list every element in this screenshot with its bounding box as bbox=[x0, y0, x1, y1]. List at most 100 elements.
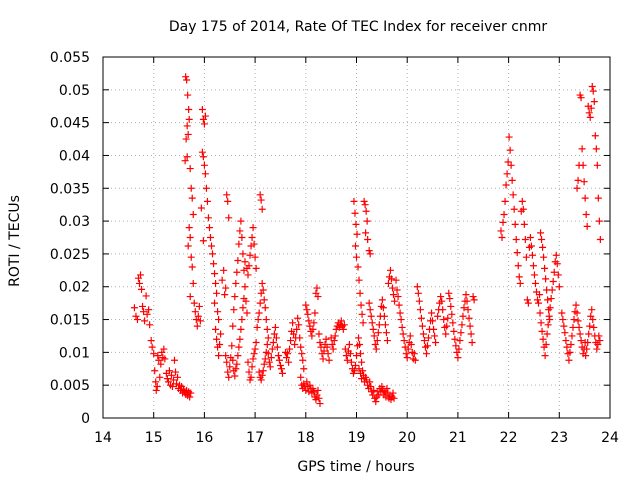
data-point bbox=[313, 284, 321, 292]
data-point bbox=[213, 289, 221, 297]
data-point bbox=[572, 301, 580, 309]
data-point bbox=[507, 161, 515, 169]
data-point bbox=[263, 325, 271, 333]
data-point bbox=[585, 109, 593, 117]
data-point bbox=[542, 340, 550, 348]
data-point bbox=[145, 306, 153, 314]
data-point bbox=[189, 211, 197, 219]
data-point bbox=[368, 319, 376, 327]
x-tick-label: 14 bbox=[94, 430, 112, 446]
data-point bbox=[414, 289, 422, 297]
data-point bbox=[212, 279, 220, 287]
data-point bbox=[527, 242, 535, 250]
data-point bbox=[308, 332, 316, 340]
data-point bbox=[512, 235, 520, 243]
data-point bbox=[184, 242, 192, 250]
data-point bbox=[246, 251, 254, 259]
data-point bbox=[518, 197, 526, 205]
data-point bbox=[447, 302, 455, 310]
data-point bbox=[466, 322, 474, 330]
data-point bbox=[202, 184, 210, 192]
data-point bbox=[590, 323, 598, 331]
data-point bbox=[398, 323, 406, 331]
data-point bbox=[188, 263, 196, 271]
data-point bbox=[379, 304, 387, 312]
x-tick-label: 23 bbox=[550, 430, 568, 446]
data-point bbox=[508, 176, 516, 184]
data-point bbox=[229, 356, 237, 364]
data-point bbox=[255, 368, 263, 376]
data-point bbox=[583, 345, 591, 353]
data-point bbox=[251, 253, 259, 261]
data-point bbox=[225, 214, 233, 222]
data-point bbox=[550, 268, 558, 276]
data-point bbox=[499, 218, 507, 226]
data-point bbox=[542, 275, 550, 283]
data-point bbox=[353, 352, 360, 360]
x-tick-label: 21 bbox=[449, 430, 467, 446]
x-tick-label: 18 bbox=[297, 430, 315, 446]
data-point bbox=[300, 365, 308, 373]
data-point bbox=[249, 224, 257, 232]
data-point bbox=[239, 304, 247, 312]
data-point bbox=[257, 376, 265, 384]
data-point bbox=[586, 322, 594, 330]
data-point bbox=[220, 266, 228, 274]
data-point bbox=[200, 120, 208, 128]
data-point bbox=[256, 299, 264, 307]
data-point bbox=[444, 314, 452, 322]
data-point bbox=[239, 250, 247, 258]
data-point bbox=[303, 306, 311, 314]
x-tick-label: 17 bbox=[246, 430, 264, 446]
data-point bbox=[400, 337, 408, 345]
data-point bbox=[383, 337, 391, 345]
data-point bbox=[351, 361, 359, 369]
data-point bbox=[558, 309, 566, 317]
x-tick-label: 24 bbox=[601, 430, 619, 446]
data-point bbox=[259, 367, 267, 375]
data-point bbox=[583, 222, 591, 230]
data-point bbox=[343, 356, 351, 364]
data-point bbox=[410, 350, 418, 358]
data-point bbox=[357, 350, 365, 358]
data-point bbox=[510, 205, 518, 213]
data-point bbox=[223, 191, 231, 199]
data-point bbox=[143, 310, 151, 318]
data-point bbox=[576, 330, 584, 338]
data-point bbox=[287, 337, 295, 345]
data-point bbox=[371, 340, 379, 348]
data-point bbox=[206, 234, 214, 241]
data-point bbox=[254, 316, 262, 324]
data-point bbox=[187, 253, 195, 261]
data-point bbox=[249, 355, 257, 363]
data-point bbox=[403, 354, 411, 362]
data-point bbox=[358, 358, 366, 366]
data-point bbox=[186, 293, 194, 301]
data-point bbox=[578, 145, 586, 153]
data-point bbox=[199, 237, 207, 245]
data-point bbox=[315, 394, 323, 402]
x-tick-label: 15 bbox=[145, 430, 163, 446]
data-point bbox=[223, 358, 231, 366]
data-point bbox=[213, 335, 221, 343]
axis-ticks bbox=[102, 56, 611, 419]
data-point bbox=[262, 316, 270, 324]
data-point bbox=[224, 368, 232, 376]
data-point bbox=[351, 209, 359, 217]
data-point bbox=[172, 368, 180, 376]
data-point bbox=[195, 302, 203, 310]
data-point bbox=[362, 207, 370, 215]
data-point bbox=[501, 197, 509, 205]
data-point bbox=[581, 194, 589, 202]
data-point bbox=[500, 211, 508, 219]
data-point bbox=[188, 194, 196, 202]
data-point bbox=[236, 227, 244, 235]
y-tick-label: 0 bbox=[81, 411, 90, 427]
data-point bbox=[184, 91, 192, 99]
data-point bbox=[537, 229, 545, 237]
data-point bbox=[451, 335, 459, 343]
data-point bbox=[234, 256, 242, 264]
data-point bbox=[585, 330, 593, 338]
data-point bbox=[183, 76, 191, 84]
data-point bbox=[402, 350, 410, 358]
